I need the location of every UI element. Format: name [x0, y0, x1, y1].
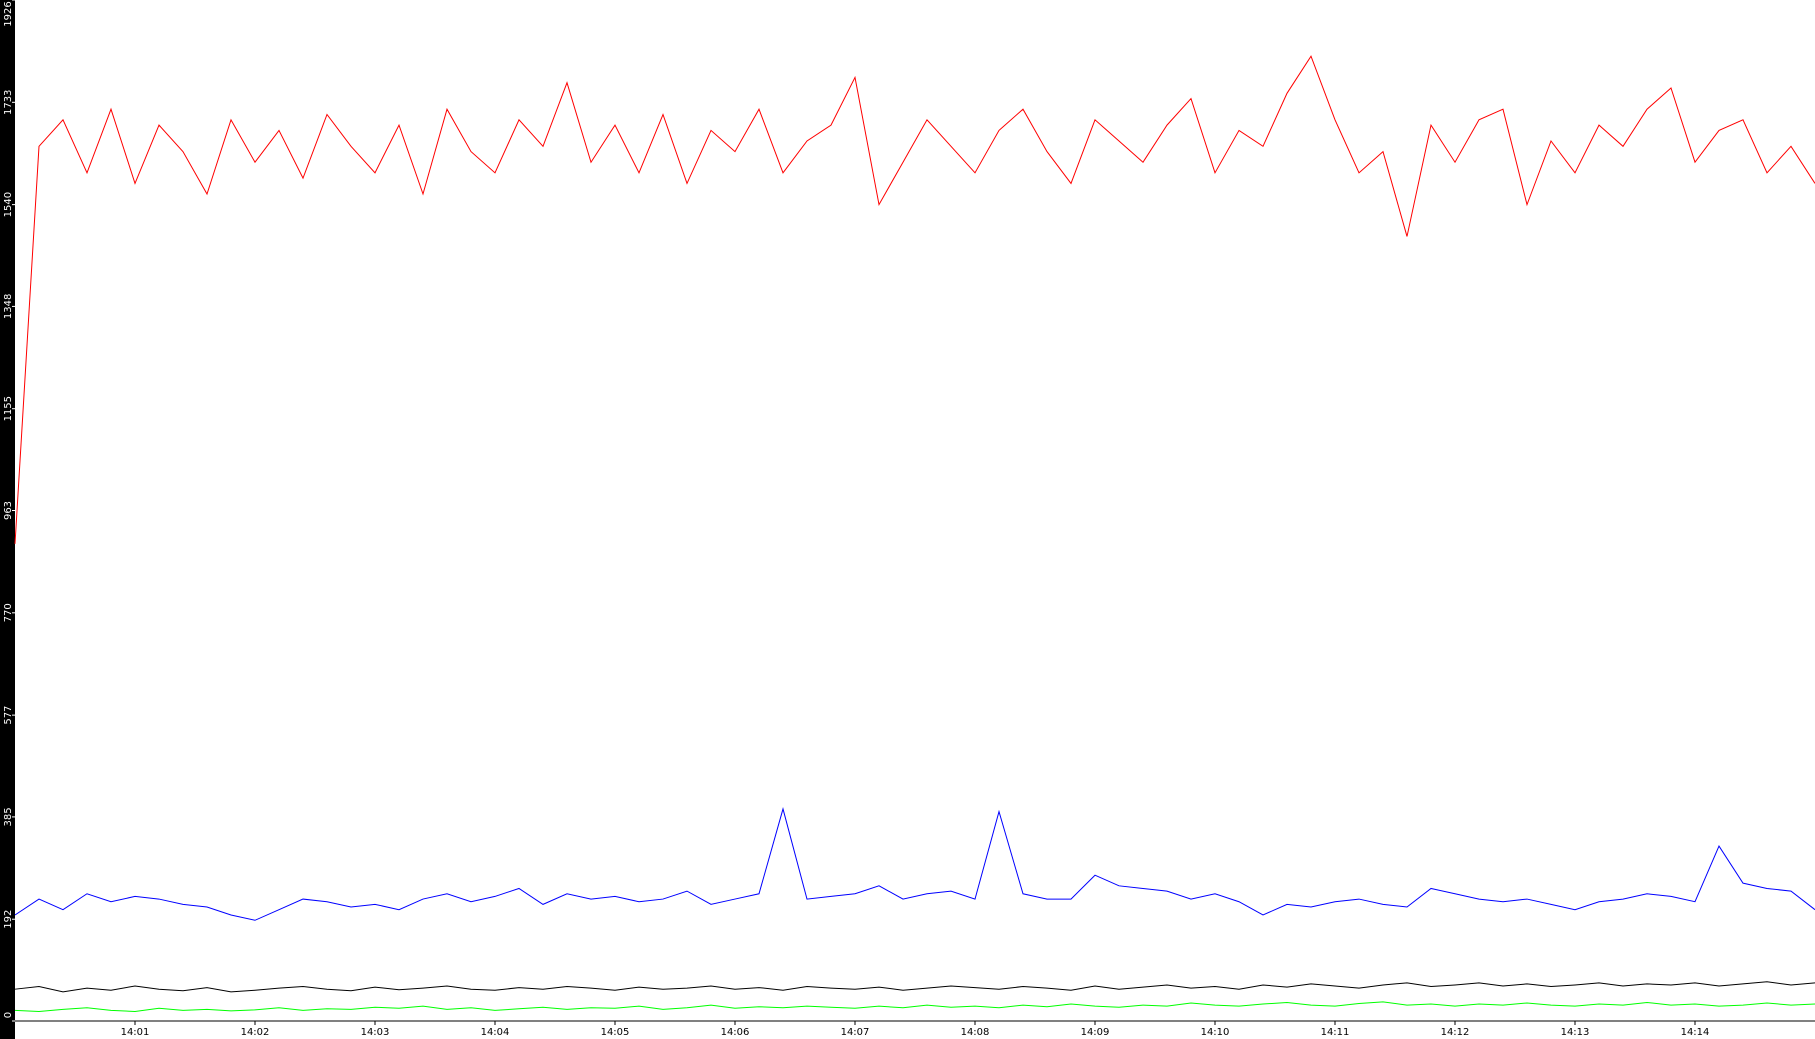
x-tick-label: 14:09 [1081, 1027, 1110, 1038]
x-tick-label: 14:11 [1321, 1027, 1350, 1038]
series-line [14, 807, 1815, 921]
y-tick-label: 0 [3, 1012, 14, 1018]
x-tick-label: 14:07 [841, 1027, 870, 1038]
x-tick-label: 14:05 [601, 1027, 630, 1038]
x-tick-label: 14:03 [361, 1027, 390, 1038]
x-tick-label: 14:02 [241, 1027, 270, 1038]
x-tick-label: 14:10 [1201, 1027, 1230, 1038]
y-tick-label: 1733 [3, 90, 14, 115]
y-tick-label: 963 [3, 501, 14, 520]
y-tick-label: 577 [3, 706, 14, 725]
x-tick-label: 14:14 [1681, 1027, 1710, 1038]
y-tick-label: 1540 [3, 192, 14, 217]
y-axis-strip [0, 0, 15, 1039]
y-tick-label: 1926 [3, 1, 14, 26]
y-tick-label: 385 [3, 807, 14, 826]
x-tick-label: 14:01 [121, 1027, 150, 1038]
x-tick-label: 14:06 [721, 1027, 750, 1038]
x-tick-label: 14:04 [481, 1027, 510, 1038]
y-tick-label: 770 [3, 603, 14, 622]
series-line [14, 981, 1815, 993]
x-tick-label: 14:08 [961, 1027, 990, 1038]
y-tick-label: 1348 [3, 294, 14, 319]
x-tick-label: 14:13 [1561, 1027, 1590, 1038]
y-tick-label: 1155 [3, 396, 14, 421]
x-tick-label: 14:12 [1441, 1027, 1470, 1038]
series-line [14, 1001, 1815, 1012]
y-tick-label: 192 [3, 910, 14, 929]
series-line [14, 55, 1815, 544]
